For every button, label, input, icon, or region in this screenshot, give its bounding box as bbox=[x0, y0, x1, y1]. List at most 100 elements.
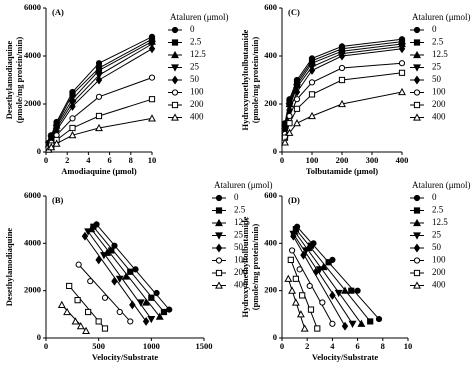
marker bbox=[166, 306, 173, 313]
marker bbox=[153, 289, 160, 297]
y-axis-label: (pmole/mg protein/min) bbox=[250, 224, 260, 311]
marker bbox=[413, 281, 421, 289]
marker bbox=[288, 286, 297, 294]
legend: Ataluren (μmol) 0 2.5 12.5 25 50 100 200 400 bbox=[212, 180, 273, 290]
marker bbox=[314, 325, 321, 332]
panel-label: (C) bbox=[288, 7, 300, 17]
legend-label: 0 bbox=[190, 24, 195, 34]
marker bbox=[142, 298, 151, 306]
legend: Ataluren (μmol) 0 2.5 12.5 25 50 100 200 400 bbox=[410, 12, 471, 122]
marker bbox=[87, 278, 94, 285]
x-tick-label: 1000 bbox=[143, 341, 160, 351]
marker bbox=[398, 44, 406, 54]
marker bbox=[307, 306, 315, 313]
marker bbox=[215, 232, 223, 240]
y-tick-label: 4000 bbox=[24, 50, 41, 60]
marker bbox=[413, 64, 421, 72]
marker bbox=[308, 91, 316, 98]
marker bbox=[306, 282, 313, 290]
marker bbox=[296, 266, 303, 273]
legend-label: 200 bbox=[432, 99, 446, 109]
marker bbox=[308, 65, 316, 75]
marker bbox=[148, 74, 156, 81]
marker bbox=[171, 39, 179, 46]
x-tick-label: 8 bbox=[129, 155, 133, 165]
marker bbox=[299, 292, 306, 299]
x-tick-label: 4 bbox=[330, 341, 335, 351]
marker bbox=[413, 243, 421, 253]
marker bbox=[142, 316, 150, 326]
marker bbox=[293, 119, 301, 127]
marker bbox=[301, 247, 310, 255]
y-tick-label: 600 bbox=[264, 190, 277, 200]
legend-label: 2.5 bbox=[234, 205, 246, 215]
y-axis-label: Hydroxymethyltolbutamide bbox=[240, 29, 250, 130]
marker bbox=[148, 44, 156, 54]
legend-label: 12.5 bbox=[234, 217, 250, 227]
marker bbox=[84, 228, 93, 236]
legend: Ataluren (μmol) 0 2.5 12.5 25 50 100 200 400 bbox=[410, 180, 471, 290]
marker bbox=[354, 287, 361, 294]
y-tick-label: 0 bbox=[37, 146, 41, 156]
marker bbox=[286, 120, 293, 127]
series-line bbox=[284, 48, 403, 131]
x-axis-label: Velocity/Substrate bbox=[312, 352, 378, 362]
marker bbox=[296, 310, 305, 318]
marker bbox=[413, 26, 421, 34]
legend-label: 25 bbox=[432, 62, 442, 72]
legend-label: 400 bbox=[432, 112, 446, 122]
x-tick-label: 100 bbox=[306, 155, 319, 165]
marker bbox=[69, 115, 76, 122]
marker bbox=[300, 250, 307, 260]
marker bbox=[215, 218, 223, 227]
marker bbox=[52, 139, 61, 147]
marker bbox=[57, 300, 66, 308]
legend-label: 2.5 bbox=[190, 37, 202, 47]
legend-title: Ataluren (μmol) bbox=[412, 180, 471, 190]
y-tick-label: 6000 bbox=[24, 2, 41, 12]
marker bbox=[81, 231, 89, 241]
marker bbox=[300, 324, 309, 332]
marker bbox=[69, 124, 76, 132]
marker bbox=[288, 247, 296, 254]
marker bbox=[413, 113, 421, 121]
x-tick-label: 200 bbox=[336, 155, 349, 165]
panel-label: (D) bbox=[288, 195, 300, 205]
marker bbox=[329, 290, 336, 300]
marker bbox=[171, 50, 179, 59]
legend-label: 100 bbox=[432, 255, 446, 265]
marker bbox=[215, 243, 223, 253]
marker bbox=[148, 96, 156, 103]
marker bbox=[413, 50, 421, 59]
legend-label: 50 bbox=[432, 242, 442, 252]
legend-label: 25 bbox=[432, 230, 442, 240]
marker bbox=[75, 261, 82, 268]
marker bbox=[341, 286, 349, 294]
series-line bbox=[48, 98, 153, 149]
marker bbox=[101, 294, 109, 301]
marker bbox=[291, 298, 300, 306]
marker bbox=[127, 268, 134, 275]
marker bbox=[69, 101, 76, 111]
x-tick-label: 0 bbox=[280, 341, 284, 351]
panel-label: (B) bbox=[52, 195, 64, 205]
marker bbox=[68, 131, 77, 139]
marker bbox=[308, 111, 316, 120]
legend-label: 25 bbox=[190, 62, 200, 72]
legend-label: 200 bbox=[190, 99, 204, 109]
legend-label: 0 bbox=[432, 192, 437, 202]
marker bbox=[129, 300, 136, 310]
x-tick-label: 0 bbox=[44, 155, 48, 165]
marker bbox=[95, 255, 102, 265]
x-tick-label: 400 bbox=[396, 155, 409, 165]
marker bbox=[215, 281, 223, 289]
marker bbox=[329, 320, 336, 327]
fit-line bbox=[90, 228, 161, 318]
marker bbox=[334, 289, 343, 298]
legend-label: 400 bbox=[190, 112, 204, 122]
x-tick-label: 4 bbox=[86, 155, 91, 165]
legend-label: 400 bbox=[432, 280, 446, 290]
legend-label: 100 bbox=[432, 87, 446, 97]
fit-line bbox=[294, 231, 362, 325]
marker bbox=[215, 194, 223, 202]
